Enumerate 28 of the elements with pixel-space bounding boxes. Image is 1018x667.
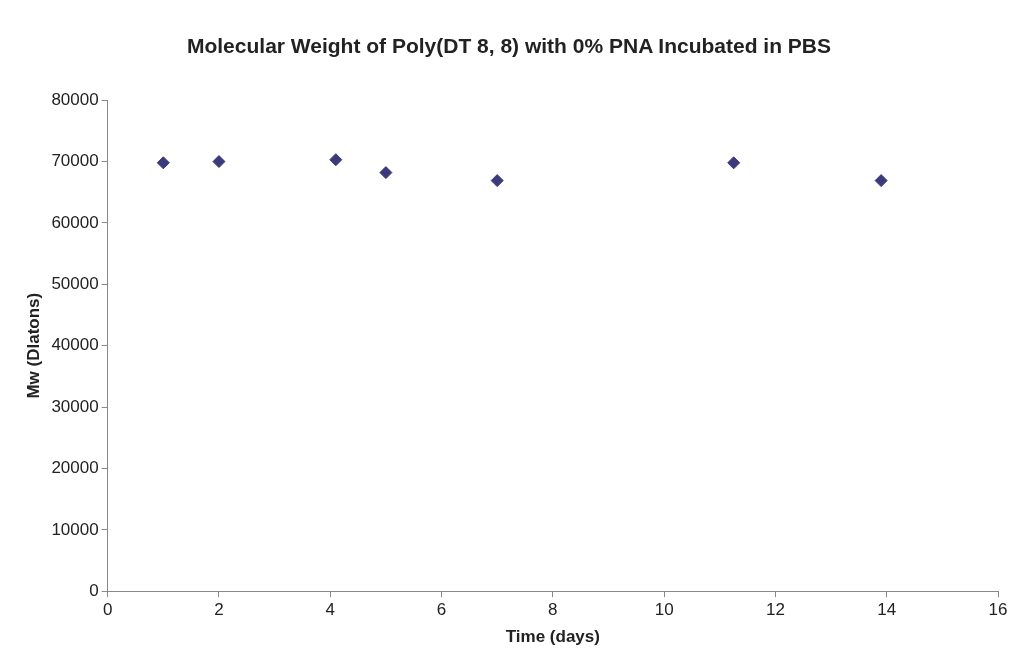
point	[212, 155, 226, 169]
x-tick-label: 14	[877, 600, 897, 620]
x-tick-label: 8	[548, 600, 558, 620]
y-tick-label: 60000	[51, 212, 99, 232]
y-tick-label: 10000	[51, 519, 99, 539]
point	[156, 156, 170, 170]
y-tick-label: 50000	[51, 274, 99, 294]
y-tick-label: 0	[89, 580, 99, 600]
x-tick-label: 4	[325, 600, 335, 620]
point	[874, 174, 888, 188]
y-tick-label: 70000	[51, 151, 99, 171]
x-tick-label: 6	[436, 600, 447, 620]
y-tick-label: 20000	[51, 458, 99, 478]
x-tick-label: 12	[765, 600, 785, 620]
chart-title: Molecular Weight of Poly(DT 8, 8) with 0% PNA Incubated in PBS	[186, 34, 832, 58]
x-tick-label: 2	[214, 600, 224, 620]
y-tick-label: 30000	[51, 396, 99, 416]
x-tick-label: 10	[654, 600, 674, 620]
point	[490, 174, 504, 188]
y-axis-title: Mw (Dlatons)	[23, 292, 43, 399]
point	[727, 156, 741, 170]
point	[329, 153, 343, 167]
y-tick-label: 80000	[51, 89, 99, 109]
x-tick-label: 16	[988, 600, 1008, 620]
point	[379, 166, 393, 180]
x-tick-label: 0	[102, 600, 113, 620]
y-tick-label: 40000	[51, 335, 99, 355]
x-axis-title: Time (days)	[505, 627, 600, 647]
